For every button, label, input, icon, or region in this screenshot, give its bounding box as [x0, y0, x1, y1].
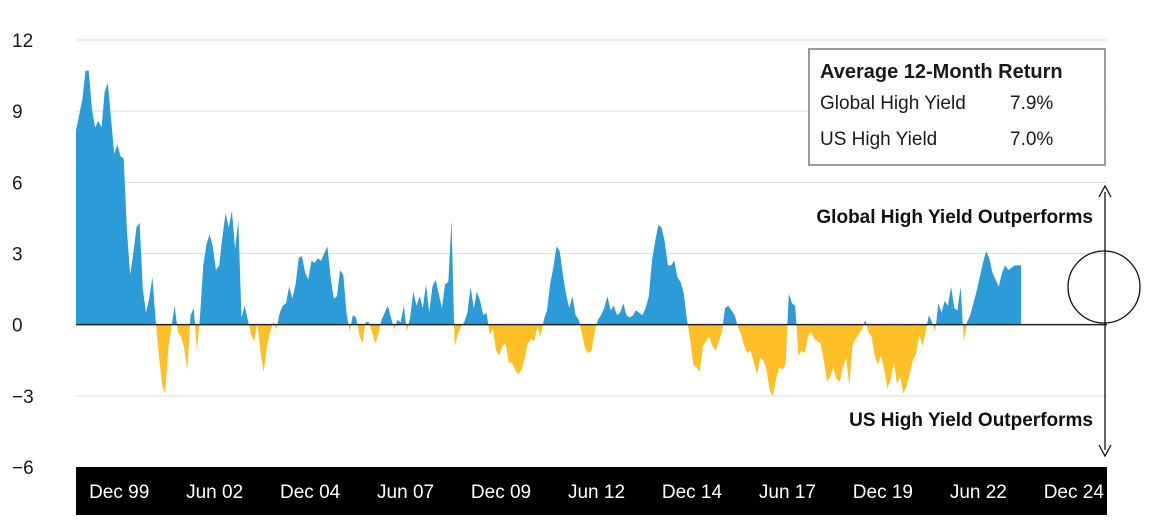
x-tick-label: Jun 07: [377, 482, 434, 503]
x-tick-label: Jun 12: [568, 482, 625, 503]
arrow-up-icon: [1098, 184, 1112, 198]
x-tick-label: Dec 24: [1044, 482, 1105, 503]
annotation-global-outperforms: Global High Yield Outperforms: [816, 207, 1093, 228]
legend-row-global: Global High Yield 7.9%: [820, 86, 1094, 122]
y-tick-label: 6: [12, 173, 23, 194]
x-tick-label: Jun 17: [759, 482, 816, 503]
outperformance-arrow: [1098, 184, 1112, 458]
highlight-circle: [1067, 250, 1141, 324]
x-tick-label: Dec 99: [89, 482, 149, 503]
legend-value: 7.9%: [1010, 93, 1054, 114]
x-tick-label: Dec 19: [853, 482, 913, 503]
legend-label: US High Yield: [820, 129, 938, 150]
x-axis-tick-labels: Dec 99 Jun 02 Dec 04 Jun 07 Dec 09 Jun 12 Dec …: [89, 482, 1104, 503]
series-area: [76, 70, 1022, 396]
arrow-down-icon: [1098, 444, 1112, 458]
x-tick-label: Jun 02: [186, 482, 243, 503]
x-tick-label: Dec 14: [662, 482, 723, 503]
y-tick-label: 3: [12, 245, 23, 266]
area-global-outperforms: [76, 70, 1022, 325]
y-axis-tick-labels: 12 9 6 3 0 −3 −6: [12, 31, 34, 479]
x-tick-label: Jun 22: [950, 482, 1007, 503]
annotation-us-outperforms: US High Yield Outperforms: [849, 410, 1093, 431]
legend-label: Global High Yield: [820, 93, 966, 114]
legend-value: 7.0%: [1010, 129, 1054, 150]
x-tick-label: Dec 09: [471, 482, 531, 503]
y-tick-label: 9: [12, 102, 23, 123]
y-tick-label: −6: [12, 458, 34, 479]
x-axis-band: [76, 467, 1107, 515]
legend-title: Average 12-Month Return: [820, 61, 1063, 83]
x-tick-label: Dec 04: [280, 482, 341, 503]
y-tick-label: 0: [12, 316, 23, 337]
y-tick-label: −3: [12, 387, 34, 408]
y-tick-label: 12: [12, 31, 33, 52]
legend-box: Average 12-Month Return Global High Yiel…: [808, 48, 1106, 166]
legend-row-us: US High Yield 7.0%: [820, 122, 1094, 158]
area-us-outperforms: [76, 324, 1022, 396]
